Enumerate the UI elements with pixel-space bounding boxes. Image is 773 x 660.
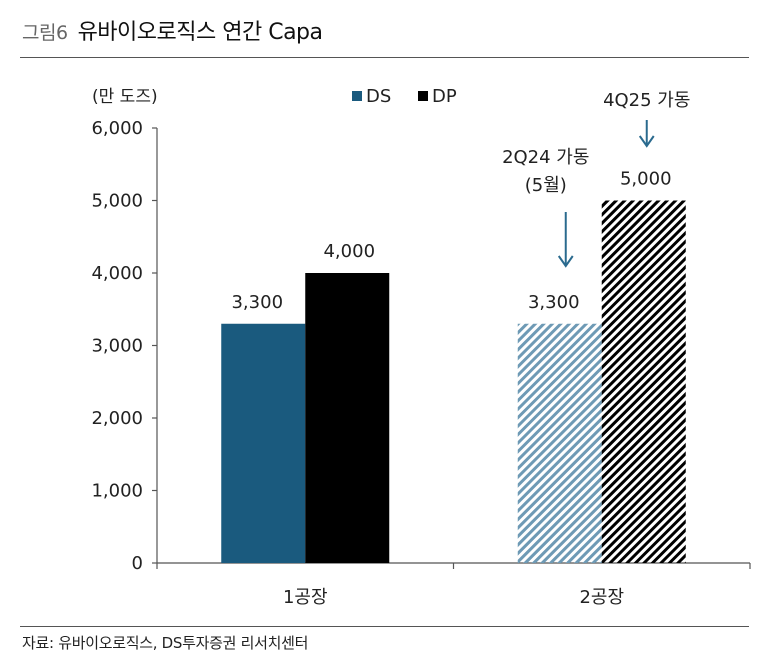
data-label-dp-1: 4,000: [323, 241, 375, 262]
y-tick-label: 4,000: [91, 263, 143, 284]
figure-title: 유바이오로직스 연간 Capa: [77, 20, 323, 45]
y-tick-label: 5,000: [91, 191, 143, 212]
legend-swatch-dp: [418, 91, 428, 101]
y-unit-label: (만 도즈): [92, 87, 158, 107]
capa-bar-chart: 0 1,000 2,000 3,000 4,000 5,000 6,000 (만 도즈) 1공장…: [91, 86, 751, 608]
figure-header: 그림6 유바이오로직스 연간 Capa: [22, 14, 323, 54]
bar-dp-1: [305, 273, 390, 563]
annotation-text-ds-line2: (5월): [525, 175, 567, 196]
bar-ds-2: [517, 323, 602, 563]
data-label-dp-2: 5,000: [620, 169, 672, 190]
source-note: 자료: 유바이오로직스, DS투자증권 리서치센터: [22, 634, 309, 652]
y-tick-label: 1,000: [91, 481, 143, 502]
y-tick-label: 3,000: [91, 336, 143, 357]
x-category-label: 2공장: [579, 587, 624, 608]
annotation-arrow-head-ds: [557, 255, 574, 268]
y-tick-label: 6,000: [91, 118, 143, 139]
y-tick-label: 2,000: [91, 408, 143, 429]
bar-ds-1: [221, 323, 306, 563]
annotation-text-dp-line1: 4Q25 가동: [603, 90, 690, 111]
data-label-ds-2: 3,300: [528, 292, 580, 313]
legend-label-ds: DS: [366, 86, 391, 107]
bar-dp-2: [601, 200, 686, 563]
x-category-label: 1공장: [283, 587, 328, 608]
annotation-arrow-head-dp: [638, 135, 655, 148]
annotation-text-ds-line1: 2Q24 가동: [502, 147, 589, 168]
legend-swatch-ds: [352, 91, 362, 101]
bottom-divider: [20, 626, 749, 627]
legend-label-dp: DP: [432, 86, 457, 107]
y-tick-label: 0: [132, 553, 143, 574]
figure-label: 그림6: [22, 22, 68, 44]
data-label-ds-1: 3,300: [231, 292, 283, 313]
top-divider: [20, 57, 749, 58]
